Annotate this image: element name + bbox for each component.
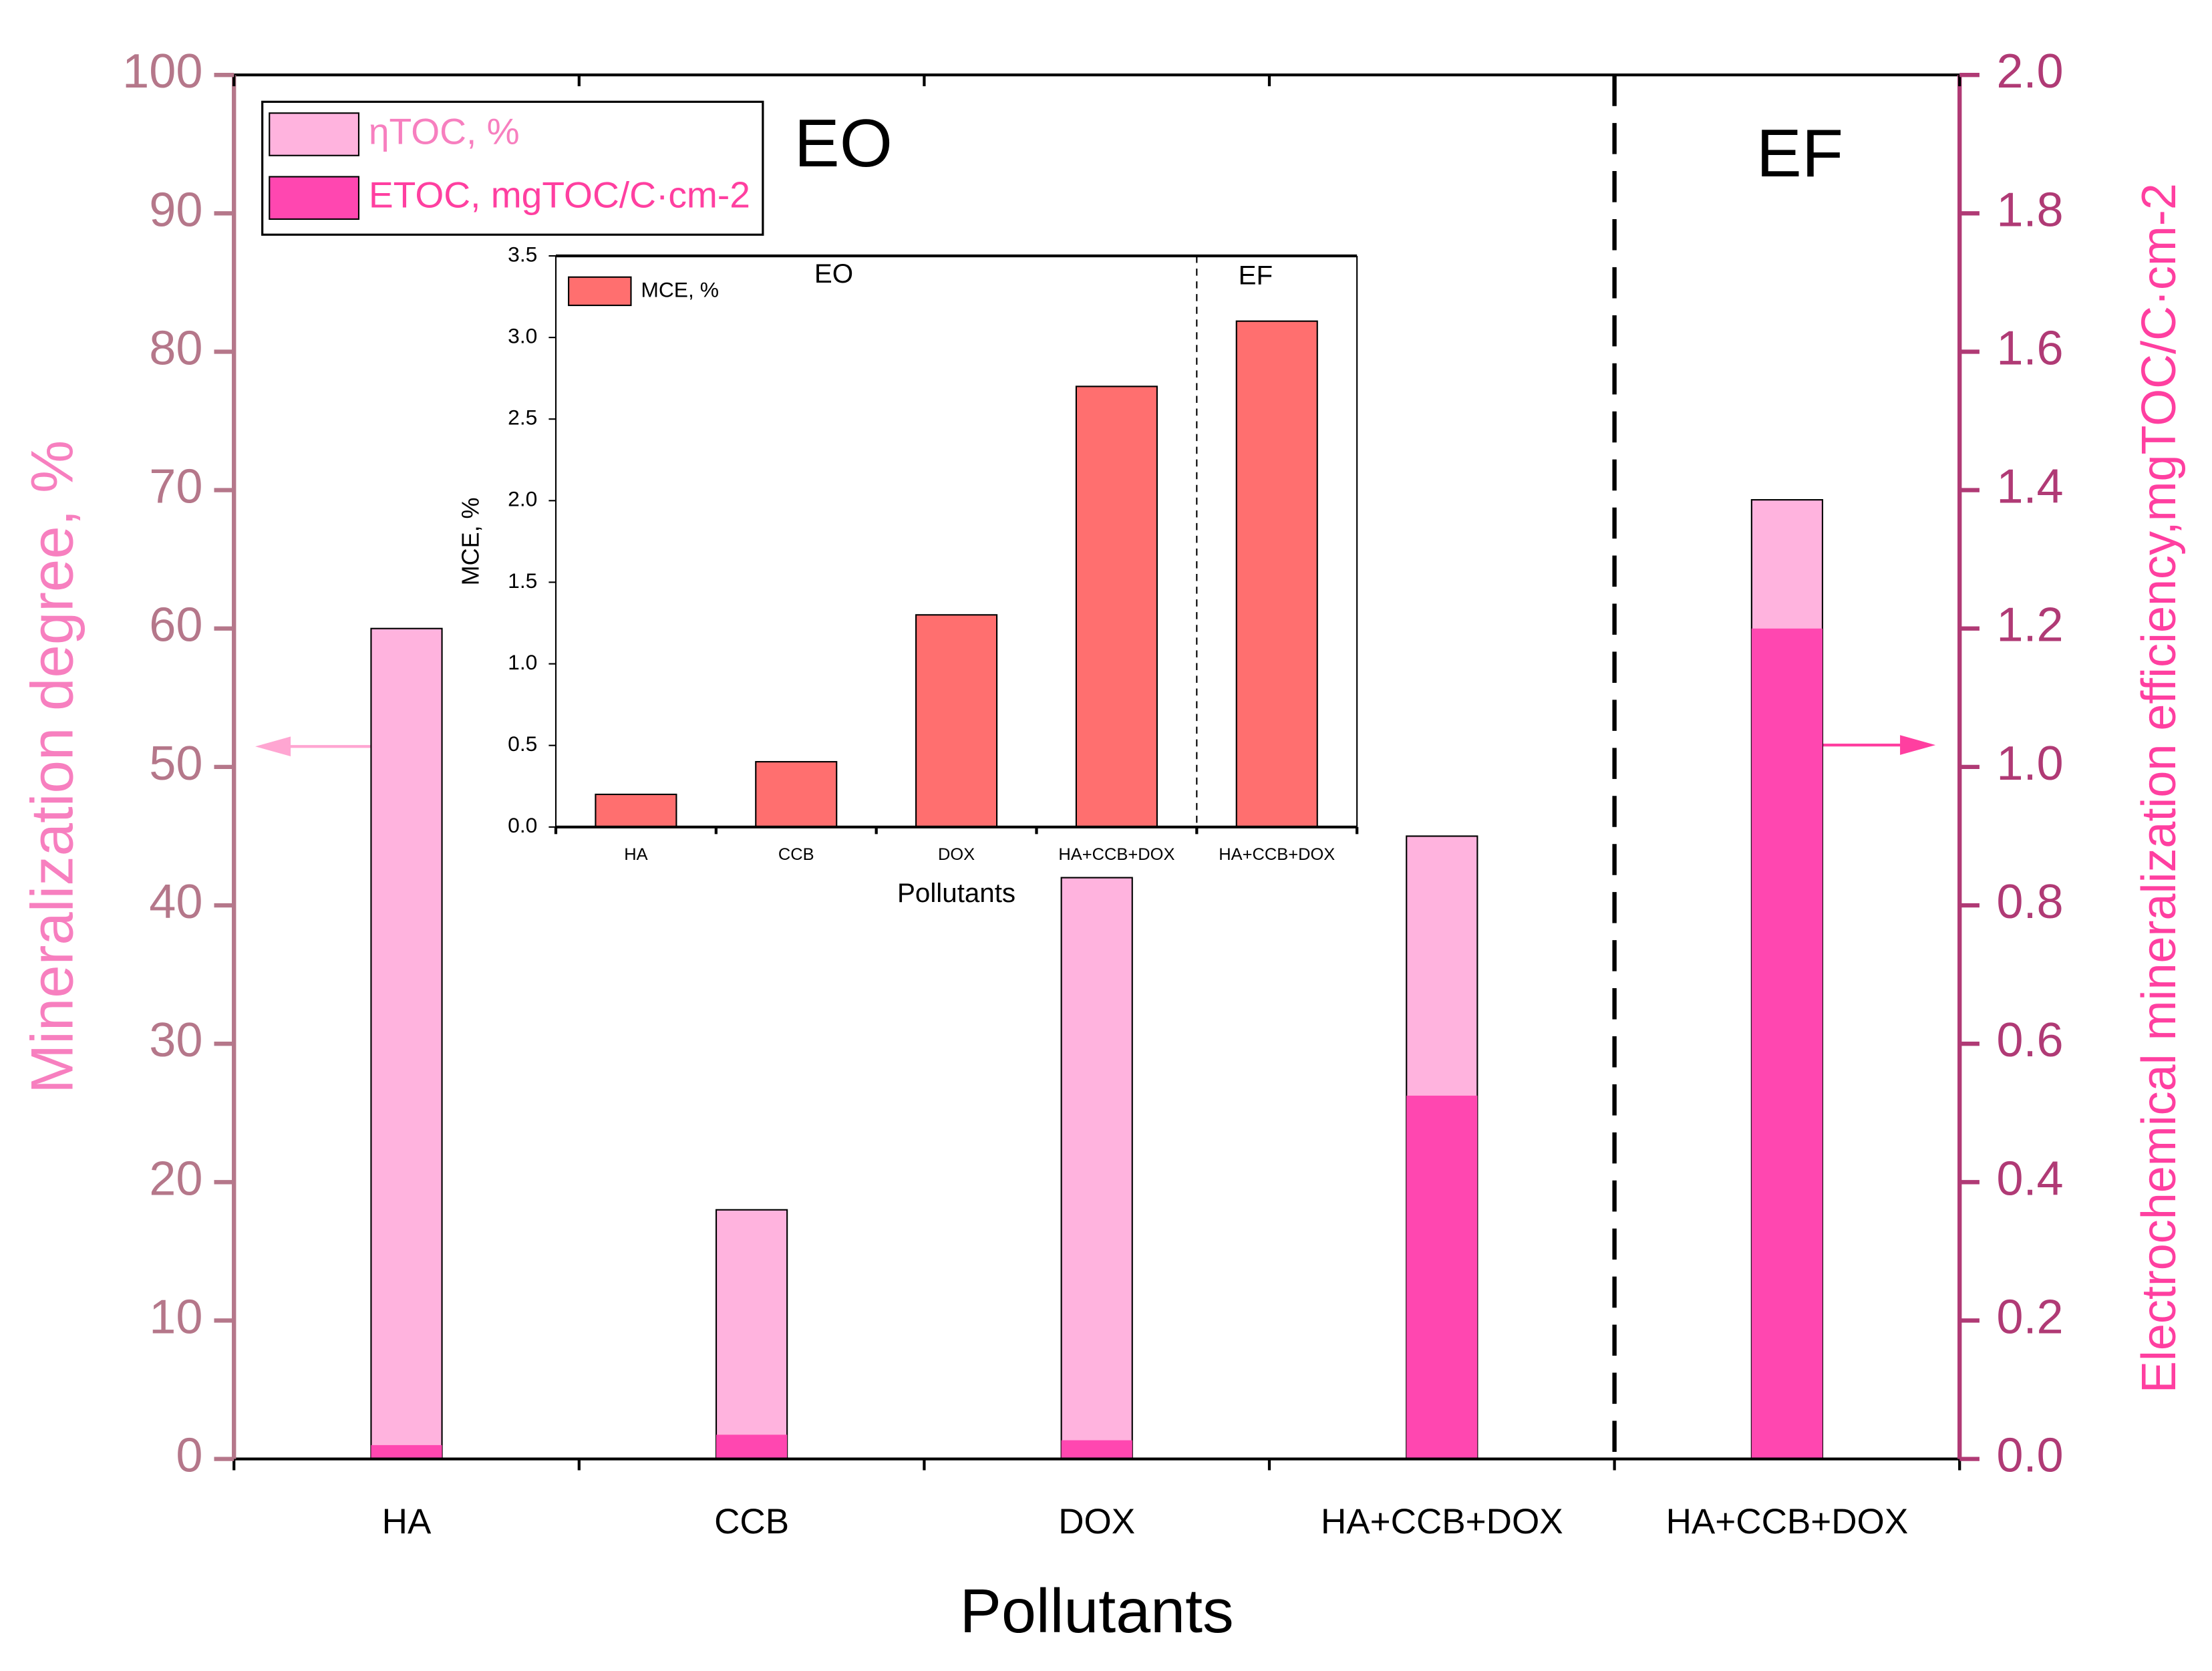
x-tick-label: HA+CCB+DOX — [1058, 845, 1174, 864]
legend-swatch — [568, 276, 632, 307]
annotation: EF — [1239, 260, 1273, 290]
y-tick-label: 70 — [149, 460, 202, 514]
bar — [915, 614, 998, 828]
y-tick-label: 50 — [149, 737, 202, 790]
y-tick-label: 0.5 — [508, 732, 537, 756]
y2-axis-label: Electrochemical mineralization efficienc… — [2132, 183, 2186, 1393]
legend-label: ηTOC, % — [369, 111, 520, 152]
y-tick-label: 80 — [149, 322, 202, 375]
bar — [595, 793, 677, 828]
y-tick-label: 0 — [176, 1429, 202, 1483]
y-tick-label: 100 — [122, 45, 202, 98]
bar — [1075, 386, 1158, 828]
y-tick-label: 40 — [149, 875, 202, 929]
y-tick-label: 10 — [149, 1291, 202, 1344]
bar — [1406, 1095, 1478, 1459]
x-tick-label: DOX — [938, 845, 975, 864]
x-tick-label: CCB — [778, 845, 814, 864]
x-tick-label: HA+CCB+DOX — [1219, 845, 1335, 864]
arrow-left-head — [255, 736, 291, 757]
y-tick-label: 3.0 — [508, 324, 537, 348]
x-tick-label: HA — [382, 1502, 432, 1541]
bar — [1235, 320, 1318, 828]
y-tick-label: 0.0 — [508, 813, 537, 837]
bar — [1061, 1440, 1132, 1459]
y2-tick-label: 1.2 — [1996, 599, 2063, 652]
y2-tick-label: 1.6 — [1996, 322, 2063, 375]
y2-tick-label: 0.4 — [1996, 1152, 2063, 1205]
x-axis-label: Pollutants — [960, 1576, 1234, 1646]
annotation: EF — [1756, 115, 1843, 191]
annotation: EO — [794, 105, 893, 181]
bar — [1060, 877, 1133, 1460]
bar — [755, 761, 838, 828]
y-axis-label: MCE, % — [456, 497, 484, 585]
y-tick-label: 1.5 — [508, 569, 537, 593]
legend-label: ETOC, mgTOC/C·cm-2 — [369, 174, 750, 216]
x-tick-label: DOX — [1058, 1502, 1135, 1541]
annotation: EO — [814, 259, 853, 289]
x-tick-label: HA+CCB+DOX — [1666, 1502, 1909, 1541]
y2-tick-label: 1.8 — [1996, 183, 2063, 237]
x-axis-label: Pollutants — [897, 878, 1015, 908]
legend-swatch — [269, 112, 360, 156]
x-tick-label: HA+CCB+DOX — [1321, 1502, 1563, 1541]
y-tick-label: 60 — [149, 599, 202, 652]
bar — [371, 1445, 442, 1459]
y-axis-label: Mineralization degree, % — [18, 440, 85, 1094]
bar — [370, 627, 443, 1460]
y2-tick-label: 0.2 — [1996, 1291, 2063, 1344]
bar — [1751, 628, 1823, 1459]
arrow-right-head — [1900, 735, 1936, 755]
y2-tick-label: 0.8 — [1996, 875, 2063, 929]
y-tick-label: 90 — [149, 183, 202, 237]
y-tick-label: 20 — [149, 1152, 202, 1205]
bar — [715, 1209, 788, 1460]
y2-tick-label: 1.0 — [1996, 737, 2063, 790]
y2-tick-label: 2.0 — [1996, 45, 2063, 98]
legend-swatch — [269, 176, 360, 220]
y2-tick-label: 1.4 — [1996, 460, 2063, 514]
y-tick-label: 3.5 — [508, 242, 537, 266]
y-tick-label: 2.5 — [508, 406, 537, 430]
bar — [716, 1434, 788, 1459]
y2-tick-label: 0.6 — [1996, 1014, 2063, 1067]
y-tick-label: 2.0 — [508, 487, 537, 511]
y-tick-label: 1.0 — [508, 650, 537, 674]
x-tick-label: HA — [624, 845, 647, 864]
x-tick-label: CCB — [714, 1502, 789, 1541]
y-tick-label: 30 — [149, 1014, 202, 1067]
y2-tick-label: 0.0 — [1996, 1429, 2063, 1483]
legend-label: MCE, % — [641, 277, 719, 301]
